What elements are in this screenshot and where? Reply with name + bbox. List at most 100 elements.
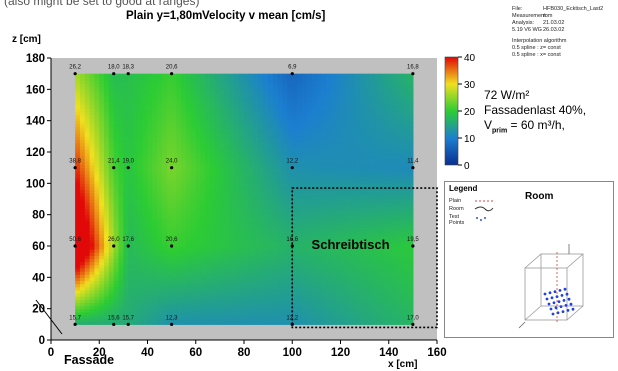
heatmap-cell [75,76,81,81]
heatmap-cell [152,217,158,222]
heatmap-cell [157,136,163,141]
heatmap-cell [219,289,226,294]
heatmap-cell [195,305,202,310]
heatmap-cell [210,148,216,153]
heatmap-cell [99,214,105,219]
heatmap-cell [258,214,264,219]
heatmap-cell [354,318,361,322]
heatmap-cell [205,148,211,153]
heatmap-cell [176,242,182,247]
heatmap-cell [263,111,269,115]
heatmap-cell [330,126,337,131]
heatmap-cell [200,239,206,244]
heatmap-cell [200,158,206,162]
heatmap-cell [137,164,144,169]
heatmap-cell [364,117,371,122]
heatmap-cell [161,117,168,122]
heatmap-cell [186,155,192,159]
heatmap-cell [330,233,337,238]
heatmap-cell [118,92,124,97]
heatmap-cell [215,130,221,134]
heatmap-cell [282,195,289,200]
heatmap-cell [108,105,115,109]
heatmap-cell [84,164,91,169]
heatmap-cell [205,158,211,162]
heatmap-cell [84,239,91,244]
heatmap-cell [147,177,153,181]
heatmap-cell [123,314,129,319]
heatmap-cell [248,183,255,188]
heatmap-cell [108,130,115,134]
heatmap-cell [166,139,173,144]
heatmap-cell [166,239,173,244]
heatmap-cell [364,293,371,297]
heatmap-cell [186,105,192,109]
heatmap-cell [94,177,100,181]
heatmap-cell [369,86,375,90]
heatmap-cell [364,142,371,147]
heatmap-cell [248,308,255,313]
heatmap-cell [354,86,361,90]
heatmap-cell [210,214,216,219]
heatmap-cell [75,86,81,90]
heatmap-cell [224,305,231,310]
heatmap-cell [282,274,289,278]
heatmap-cell [190,283,197,288]
heatmap-cell [99,183,105,188]
heatmap-cell [108,321,115,325]
heatmap-cell [292,108,298,112]
heatmap-cell [350,79,356,84]
heatmap-cell [89,308,96,313]
heatmap-cell [244,321,250,325]
heatmap-cell [369,92,375,97]
heatmap-cell [118,283,124,288]
heatmap-cell [181,148,187,153]
heatmap-cell [219,152,226,156]
heatmap-cell [152,261,158,266]
heatmap-cell [190,152,197,156]
heatmap-cell [147,271,153,275]
heatmap-cell [326,117,332,122]
heatmap-cell [340,111,346,115]
heatmap-cell [364,321,371,325]
heatmap-cell [292,214,298,219]
heatmap-cell [123,293,129,297]
heatmap-cell [263,83,269,87]
heatmap-cell [205,296,211,300]
heatmap-cell [104,217,110,222]
heatmap-cell [200,189,206,194]
heatmap-cell [195,183,202,188]
heatmap-cell [306,318,313,322]
heatmap-cell [157,293,163,297]
heatmap-cell [282,79,289,84]
heatmap-cell [369,308,375,313]
heatmap-cell [176,95,182,100]
heatmap-cell [369,258,375,263]
heatmap-cell [195,205,202,209]
heatmap-cell [258,167,264,172]
heatmap-cell [301,117,308,122]
heatmap-cell [306,79,313,84]
heatmap-cell [229,314,235,319]
heatmap-cell [253,293,260,297]
heatmap-cell [75,145,81,150]
heatmap-cell [364,274,371,278]
heatmap-cell [152,246,158,250]
heatmap-cell [176,177,182,181]
heatmap-cell [190,133,197,137]
heatmap-cell [215,258,221,263]
heatmap-cell [176,311,182,316]
heatmap-cell [359,83,366,87]
heatmap-cell [190,205,197,209]
heatmap-cell [340,252,346,256]
heatmap-cell [287,261,293,266]
heatmap-cell [306,255,313,260]
heatmap-cell [229,233,235,238]
heatmap-cell [258,239,264,244]
heatmap-cell [287,139,293,144]
heatmap-cell [205,152,211,156]
heatmap-cell [326,192,332,197]
heatmap-cell [128,289,134,294]
heatmap-cell [306,220,313,225]
heatmap-cell [104,220,110,225]
